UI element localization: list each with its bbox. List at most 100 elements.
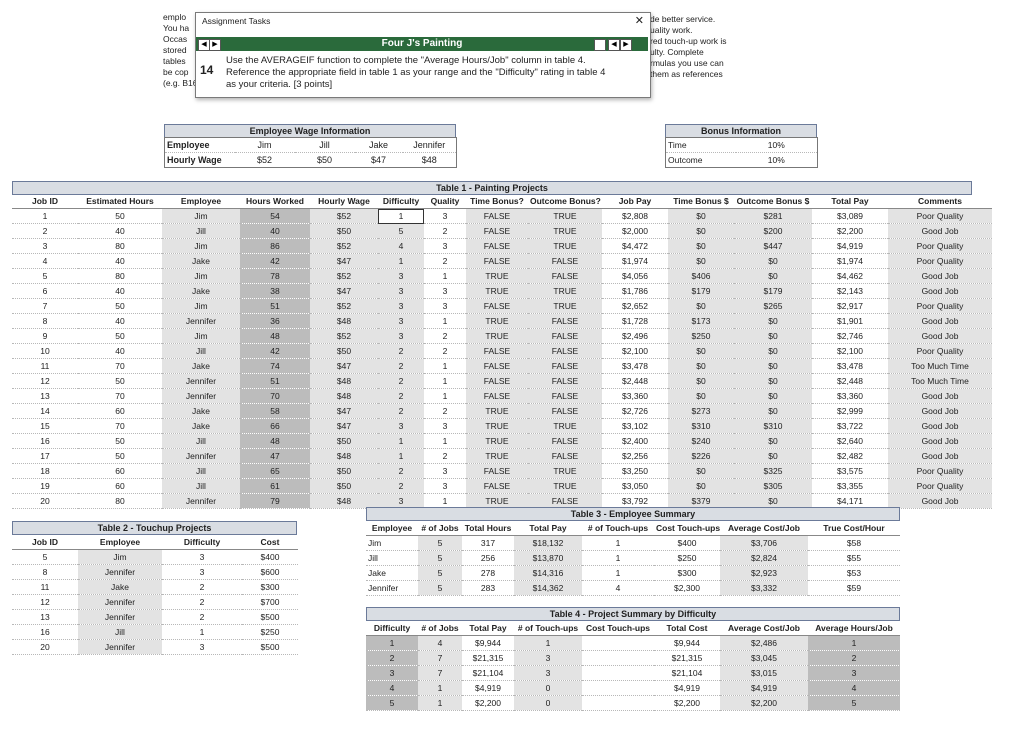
table-cell[interactable]: 2 (808, 650, 900, 666)
table-cell[interactable]: $0 (734, 433, 812, 449)
table-cell[interactable]: $281 (734, 208, 812, 224)
table-cell[interactable] (582, 650, 654, 666)
table-cell[interactable]: $47 (310, 283, 378, 299)
table-cell[interactable]: $4,919 (462, 680, 514, 696)
table-cell[interactable]: Jake (354, 137, 403, 153)
table-cell[interactable]: 78 (240, 268, 310, 284)
table-cell[interactable]: 3 (424, 298, 466, 314)
table-cell[interactable]: $55 (808, 550, 900, 566)
table-cell[interactable]: 18 (12, 463, 78, 479)
column-header[interactable]: Cost (242, 535, 298, 550)
table-cell[interactable]: $310 (734, 418, 812, 434)
table-cell[interactable]: $4,462 (812, 268, 888, 284)
table-cell[interactable]: $50 (294, 152, 355, 168)
table-cell[interactable]: FALSE (528, 403, 602, 419)
table-cell[interactable]: $305 (734, 478, 812, 494)
table-cell[interactable]: FALSE (528, 433, 602, 449)
table-cell[interactable]: Jennifer (162, 388, 240, 404)
table-cell[interactable]: $379 (668, 493, 734, 509)
table-cell[interactable]: $0 (734, 403, 812, 419)
table-cell[interactable]: FALSE (466, 223, 528, 239)
table-cell[interactable]: Jim (162, 208, 240, 224)
table-cell[interactable]: Jill (78, 624, 162, 640)
table-cell[interactable]: $3,050 (602, 478, 668, 494)
table-cell[interactable]: $500 (242, 609, 298, 625)
table-cell[interactable]: $2,100 (602, 343, 668, 359)
table-cell[interactable]: 5 (366, 695, 418, 711)
table-cell[interactable]: Jennifer (162, 448, 240, 464)
table-cell[interactable]: Jim (366, 535, 418, 551)
table-cell[interactable]: 5 (418, 550, 462, 566)
table-cell[interactable]: $406 (668, 268, 734, 284)
column-header[interactable]: # of Jobs (418, 621, 462, 636)
table-cell[interactable]: $58 (808, 535, 900, 551)
restore-icon[interactable] (594, 39, 606, 51)
table-cell[interactable]: FALSE (466, 463, 528, 479)
table-cell[interactable]: 3 (378, 493, 424, 509)
table-cell[interactable]: 20 (12, 493, 78, 509)
table-cell[interactable]: Jake (78, 579, 162, 595)
column-header[interactable]: Job ID (12, 535, 78, 550)
table-cell[interactable]: FALSE (528, 358, 602, 374)
table-cell[interactable]: 50 (78, 373, 162, 389)
table-cell[interactable]: Good Job (888, 493, 992, 509)
table-cell[interactable]: $500 (242, 639, 298, 655)
table-cell[interactable]: 40 (78, 223, 162, 239)
table-cell[interactable]: Jennifer (162, 313, 240, 329)
prev-task-icon[interactable]: ◀ (608, 39, 620, 51)
table-cell[interactable]: $2,300 (654, 580, 720, 596)
table-cell[interactable]: $21,315 (462, 650, 514, 666)
table-cell[interactable]: FALSE (466, 373, 528, 389)
table-cell[interactable]: 3 (162, 549, 242, 565)
table-cell[interactable]: $2,496 (602, 328, 668, 344)
table-cell[interactable]: Good Job (888, 388, 992, 404)
table-cell[interactable]: 2 (12, 223, 78, 239)
table-cell[interactable]: 3 (424, 283, 466, 299)
table-cell[interactable]: 70 (78, 358, 162, 374)
table-cell[interactable]: $9,944 (654, 635, 720, 651)
table-cell[interactable]: Poor Quality (888, 478, 992, 494)
table-cell[interactable]: $48 (402, 152, 457, 168)
column-header[interactable]: Job ID (12, 194, 78, 209)
table-cell[interactable]: 2 (378, 388, 424, 404)
table-cell[interactable]: 80 (78, 493, 162, 509)
table-cell[interactable]: $0 (668, 223, 734, 239)
table-cell[interactable]: Jill (294, 137, 355, 153)
column-header[interactable]: Difficulty (366, 621, 418, 636)
table-cell[interactable]: 47 (240, 448, 310, 464)
table-cell[interactable]: 2 (162, 609, 242, 625)
table-cell[interactable]: $0 (734, 358, 812, 374)
table-cell[interactable]: 12 (12, 594, 78, 610)
table-cell[interactable]: 1 (378, 208, 424, 224)
table-cell[interactable]: $4,919 (812, 238, 888, 254)
table-cell[interactable]: $300 (654, 565, 720, 581)
table-cell[interactable]: 1 (582, 565, 654, 581)
table-cell[interactable]: $4,919 (654, 680, 720, 696)
column-header[interactable]: Hourly Wage (310, 194, 378, 209)
table-cell[interactable]: TRUE (466, 268, 528, 284)
table-cell[interactable]: 1 (808, 635, 900, 651)
table-cell[interactable]: $0 (668, 298, 734, 314)
column-header[interactable]: # of Touch-ups (582, 521, 654, 536)
table-cell[interactable]: 80 (78, 238, 162, 254)
table-cell[interactable]: 2 (162, 594, 242, 610)
table-cell[interactable]: 2 (424, 403, 466, 419)
table-cell[interactable]: 20 (12, 639, 78, 655)
table-cell[interactable]: 38 (240, 283, 310, 299)
table-cell[interactable]: $3,045 (720, 650, 808, 666)
table-cell[interactable]: 48 (240, 433, 310, 449)
table-cell[interactable]: 11 (12, 358, 78, 374)
table-cell[interactable]: $52 (310, 328, 378, 344)
table-cell[interactable]: 70 (240, 388, 310, 404)
table-cell[interactable] (582, 665, 654, 681)
table-cell[interactable]: 50 (78, 208, 162, 224)
table-cell[interactable]: 3 (378, 298, 424, 314)
table-cell[interactable]: 283 (462, 580, 514, 596)
table-cell[interactable]: Jim (162, 298, 240, 314)
table-cell[interactable]: 3 (378, 328, 424, 344)
table-cell[interactable]: Jennifer (78, 639, 162, 655)
table-cell[interactable]: Good Job (888, 418, 992, 434)
table-cell[interactable]: $50 (310, 343, 378, 359)
table-cell[interactable]: 13 (12, 388, 78, 404)
table-cell[interactable]: Jennifer (366, 580, 418, 596)
